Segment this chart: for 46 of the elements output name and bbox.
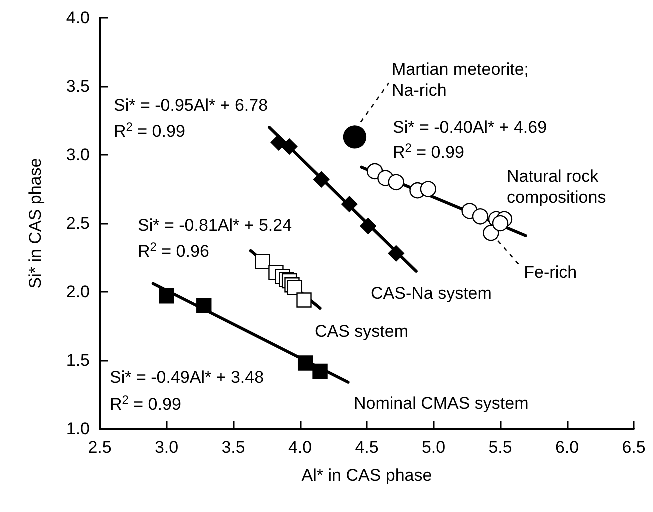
point: [343, 126, 367, 149]
y-tick-label: 1.5: [66, 351, 90, 370]
x-tick-label: 6.0: [555, 438, 580, 457]
point: [314, 172, 330, 188]
point: [255, 254, 270, 270]
x-tick-label: 4.5: [355, 438, 379, 457]
x-tick-label: 3.0: [154, 438, 179, 457]
y-tick-label: 2.5: [66, 214, 90, 233]
point: [360, 218, 376, 234]
point: [270, 134, 287, 151]
x-tick-label: 2.5: [88, 438, 112, 457]
x-axis-title: Al* in CAS phase: [302, 466, 432, 485]
y-tick-label: 3.5: [66, 77, 90, 96]
x-tick-label: 6.5: [622, 438, 646, 457]
annotation: Si* = -0.81Al* + 5.24: [138, 216, 292, 235]
annotation: Fe-rich: [524, 263, 578, 282]
y-tick-label: 1.0: [66, 420, 90, 438]
point: [296, 292, 312, 308]
point: [159, 288, 174, 304]
x-tick-label: 4.0: [288, 438, 312, 457]
annotation: Martian meteorite; Na-rich: [392, 60, 534, 100]
point: [388, 246, 404, 262]
text: CAS-Na system: [371, 284, 492, 303]
point: [287, 280, 303, 296]
point: [472, 208, 489, 225]
point: [420, 181, 437, 198]
y-axis-title: Si* in CAS phase: [26, 158, 45, 289]
annotation: Si* = -0.95Al* + 6.78: [114, 96, 268, 115]
x-tick-label: 5.0: [422, 438, 446, 457]
series-label: CAS system: [315, 322, 409, 341]
annotation: Si* = -0.40Al* + 4.69: [393, 118, 548, 137]
point: [196, 298, 212, 314]
point: [492, 215, 509, 232]
point: [298, 356, 314, 371]
point: [388, 174, 404, 190]
y-tick-label: 4.0: [66, 8, 90, 28]
series-label: Natural rock compositions: [507, 167, 606, 207]
point: [342, 196, 358, 212]
x-tick-label: 5.5: [488, 438, 512, 457]
point: [281, 138, 298, 155]
y-tick-label: 2.0: [66, 282, 90, 302]
y-tick-label: 3.0: [66, 146, 90, 164]
series-label: Nominal CMAS system: [354, 394, 529, 413]
annotation: Si* = -0.49Al* + 3.48: [110, 368, 264, 387]
x-tick-label: 3.5: [222, 438, 246, 457]
point: [312, 364, 328, 380]
